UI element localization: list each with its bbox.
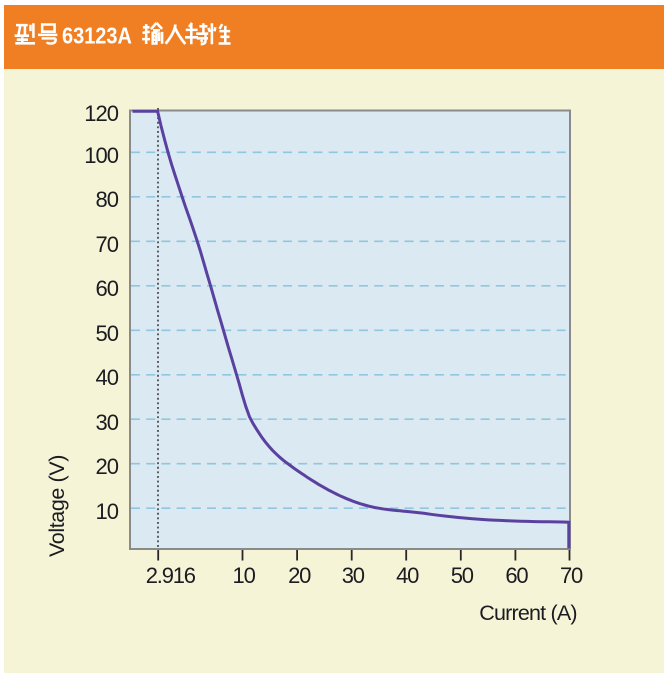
svg-text:63123A: 63123A	[62, 22, 132, 49]
